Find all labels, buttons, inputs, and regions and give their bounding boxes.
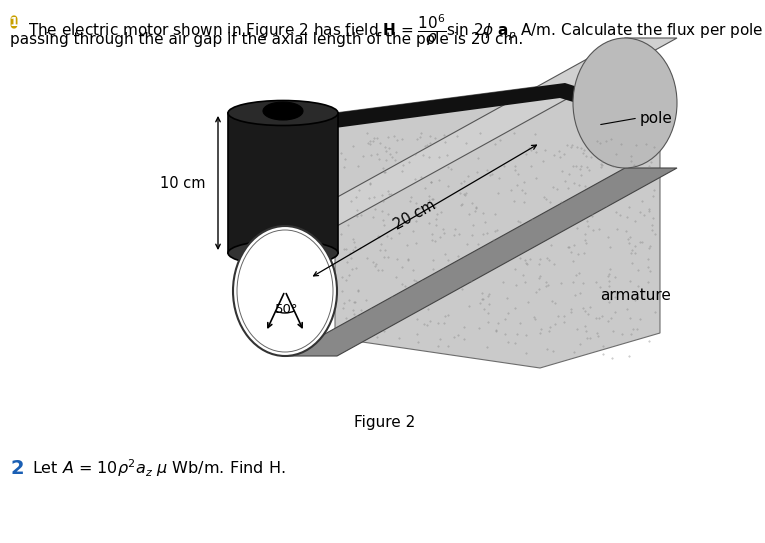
- Ellipse shape: [228, 241, 338, 266]
- Ellipse shape: [263, 102, 303, 120]
- Text: Let $\mathit{A}$ = 10$\rho^2$$\mathit{a}_z$ $\mu$ Wb/m. Find H.: Let $\mathit{A}$ = 10$\rho^2$$\mathit{a}…: [32, 457, 285, 479]
- Ellipse shape: [237, 230, 333, 352]
- Text: 10 cm: 10 cm: [160, 175, 206, 191]
- Ellipse shape: [233, 226, 337, 356]
- Text: $\mathbf{2}$: $\mathbf{2}$: [10, 458, 24, 477]
- Bar: [228, 113, 338, 253]
- Ellipse shape: [228, 100, 338, 125]
- Text: 1: 1: [10, 16, 18, 29]
- Polygon shape: [335, 83, 660, 128]
- Ellipse shape: [573, 38, 677, 168]
- Text: The electric motor shown in Figure 2 has field $\mathbf{H}$ = $\dfrac{10^6}{\rho: The electric motor shown in Figure 2 has…: [28, 13, 763, 48]
- Text: Figure 2: Figure 2: [354, 415, 415, 431]
- Text: armature: armature: [600, 287, 671, 302]
- Text: pole: pole: [640, 110, 673, 125]
- Text: passing through the air gap if the axial length of the pole is 20 cm.: passing through the air gap if the axial…: [10, 32, 523, 47]
- Polygon shape: [335, 83, 660, 368]
- Polygon shape: [285, 38, 677, 226]
- Text: 50°: 50°: [275, 303, 299, 316]
- Polygon shape: [285, 168, 677, 356]
- Text: 20 cm: 20 cm: [392, 198, 438, 232]
